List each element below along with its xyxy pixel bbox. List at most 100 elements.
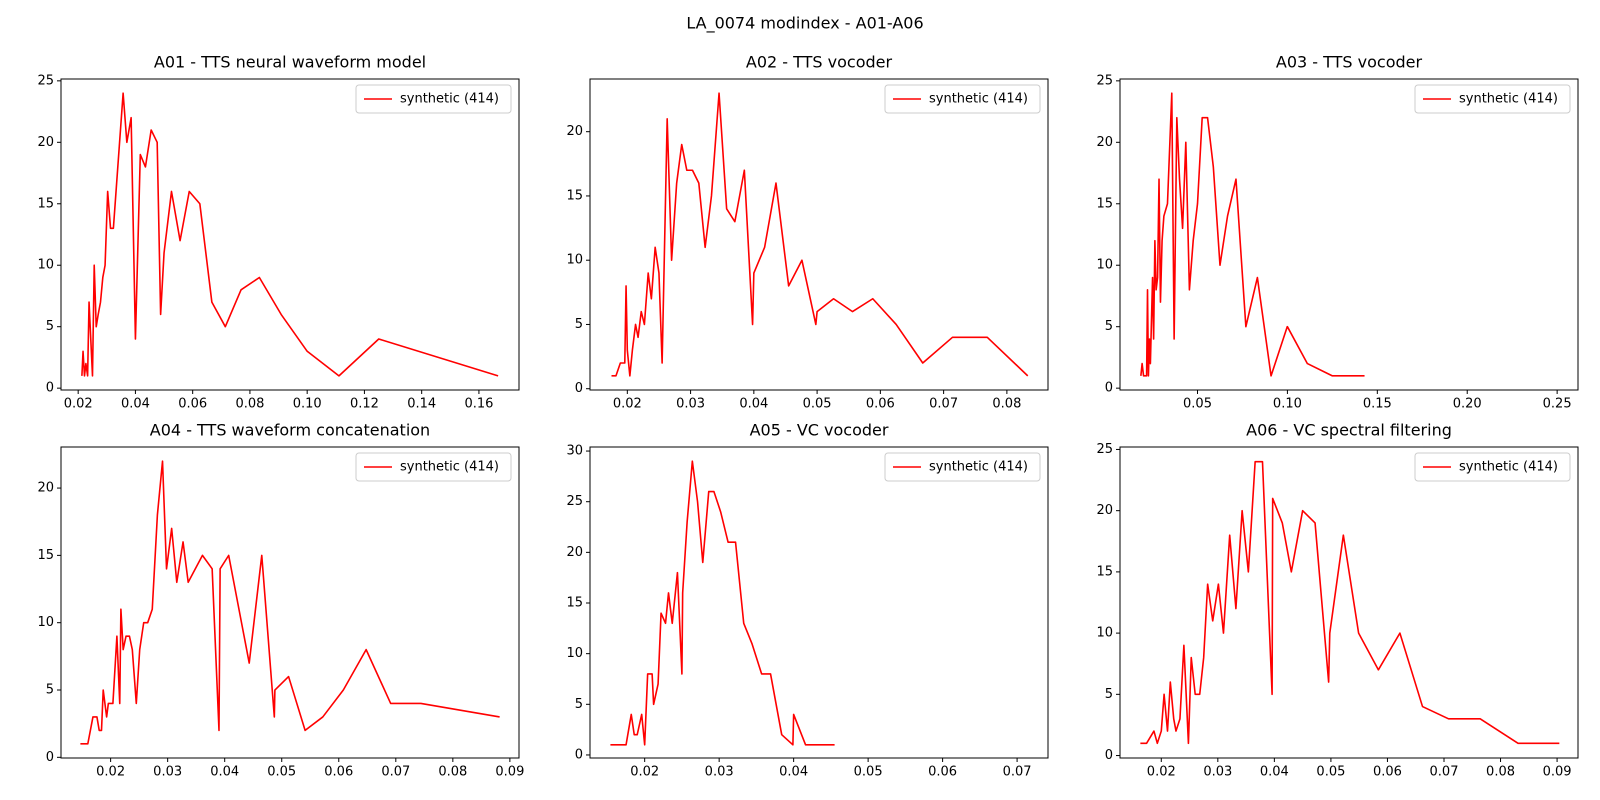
x-tick-label: 0.16 xyxy=(464,397,493,412)
subplot-title: A06 - VC spectral filtering xyxy=(1246,421,1452,440)
y-tick-label: 25 xyxy=(1096,442,1113,457)
x-tick-label: 0.25 xyxy=(1543,397,1572,412)
x-tick-label: 0.04 xyxy=(739,397,768,412)
legend-label: synthetic (414) xyxy=(929,92,1028,107)
data-line xyxy=(1140,460,1560,745)
x-tick-label: 0.05 xyxy=(803,397,832,412)
y-tick-label: 0 xyxy=(575,381,583,396)
legend-label: synthetic (414) xyxy=(929,460,1028,475)
legend-label: synthetic (414) xyxy=(400,460,499,475)
data-line xyxy=(1140,92,1365,377)
y-tick-label: 0 xyxy=(46,381,54,396)
y-tick-label: 10 xyxy=(566,646,583,661)
y-tick-label: 20 xyxy=(566,545,583,560)
legend-box xyxy=(355,452,512,482)
subplot: A04 - TTS waveform concatenation 0.02 0.03… xyxy=(37,421,524,780)
y-tick-label: 10 xyxy=(1096,258,1113,273)
x-tick-label: 0.03 xyxy=(1203,765,1232,780)
x-tick-label: 0.02 xyxy=(630,765,659,780)
legend: synthetic (414) xyxy=(884,84,1041,114)
x-tick-label: 0.20 xyxy=(1453,397,1482,412)
x-tick-label: 0.02 xyxy=(64,397,93,412)
x-tick-label: 0.04 xyxy=(121,397,150,412)
x-tick-label: 0.04 xyxy=(779,765,808,780)
x-tick-label: 0.06 xyxy=(928,765,957,780)
subplot: A05 - VC vocoder 0.02 0.03 0.04 0.05 0.06 0.07… xyxy=(566,421,1049,780)
y-tick-label: 15 xyxy=(1096,196,1113,211)
x-tick-label: 0.03 xyxy=(676,397,705,412)
subplot: A01 - TTS neural waveform model 0.02 0.04 0… xyxy=(37,53,520,412)
legend-box xyxy=(355,84,512,114)
legend-label: synthetic (414) xyxy=(1459,460,1558,475)
subplot-title: A03 - TTS vocoder xyxy=(1276,53,1423,72)
axes-frame xyxy=(60,78,520,391)
y-tick-label: 25 xyxy=(1096,73,1113,88)
x-tick-label: 0.15 xyxy=(1363,397,1392,412)
data-line xyxy=(81,92,499,377)
legend-box xyxy=(884,452,1041,482)
x-tick-label: 0.06 xyxy=(866,397,895,412)
subplot-title: A04 - TTS waveform concatenation xyxy=(150,421,430,440)
y-tick-label: 0 xyxy=(575,747,583,762)
subplot-title: A02 - TTS vocoder xyxy=(746,53,893,72)
y-tick-label: 10 xyxy=(37,615,54,630)
x-tick-label: 0.12 xyxy=(350,397,379,412)
x-tick-label: 0.03 xyxy=(153,765,182,780)
data-line xyxy=(610,460,835,746)
x-tick-label: 0.04 xyxy=(210,765,239,780)
figure-title: LA_0074 modindex - A01-A06 xyxy=(686,14,923,34)
x-tick-label: 0.08 xyxy=(438,765,467,780)
x-tick-label: 0.08 xyxy=(235,397,264,412)
y-tick-label: 10 xyxy=(37,258,54,273)
x-tick-label: 0.05 xyxy=(1316,765,1345,780)
y-tick-label: 15 xyxy=(566,188,583,203)
subplot-title: A01 - TTS neural waveform model xyxy=(154,53,426,72)
axes-frame xyxy=(589,446,1049,759)
y-tick-label: 0 xyxy=(46,750,54,765)
y-tick-label: 20 xyxy=(1096,135,1113,150)
y-tick-label: 20 xyxy=(1096,503,1113,518)
subplot-title: A05 - VC vocoder xyxy=(750,421,889,440)
y-tick-label: 5 xyxy=(1105,687,1113,702)
legend-box xyxy=(884,84,1041,114)
x-tick-label: 0.05 xyxy=(267,765,296,780)
x-tick-label: 0.08 xyxy=(1486,765,1515,780)
x-tick-label: 0.02 xyxy=(613,397,642,412)
y-tick-label: 5 xyxy=(575,697,583,712)
legend-label: synthetic (414) xyxy=(400,92,499,107)
y-tick-label: 5 xyxy=(46,683,54,698)
y-tick-label: 10 xyxy=(1096,626,1113,641)
y-tick-label: 5 xyxy=(46,319,54,334)
x-tick-label: 0.03 xyxy=(705,765,734,780)
x-tick-label: 0.07 xyxy=(929,397,958,412)
legend: synthetic (414) xyxy=(355,452,512,482)
legend: synthetic (414) xyxy=(884,452,1041,482)
axes-frame xyxy=(1119,78,1579,391)
x-tick-label: 0.05 xyxy=(854,765,883,780)
x-tick-label: 0.10 xyxy=(1273,397,1302,412)
x-tick-label: 0.06 xyxy=(324,765,353,780)
y-tick-label: 5 xyxy=(1105,319,1113,334)
axes-frame xyxy=(60,446,520,759)
legend-label: synthetic (414) xyxy=(1459,92,1558,107)
y-tick-label: 15 xyxy=(37,196,54,211)
legend-box xyxy=(1414,452,1571,482)
axes-frame xyxy=(589,78,1049,391)
subplot: A02 - TTS vocoder 0.02 0.03 0.04 0.05 0.06 0.0… xyxy=(566,53,1049,412)
x-tick-label: 0.14 xyxy=(407,397,436,412)
subplot: A06 - VC spectral filtering 0.02 0.03 0.04 0… xyxy=(1096,421,1579,780)
legend: synthetic (414) xyxy=(355,84,512,114)
x-tick-label: 0.10 xyxy=(293,397,322,412)
x-tick-label: 0.06 xyxy=(178,397,207,412)
y-tick-label: 25 xyxy=(566,494,583,509)
y-tick-label: 5 xyxy=(575,317,583,332)
x-tick-label: 0.05 xyxy=(1183,397,1212,412)
x-tick-label: 0.07 xyxy=(1430,765,1459,780)
y-tick-label: 0 xyxy=(1105,381,1113,396)
y-tick-label: 15 xyxy=(1096,564,1113,579)
y-tick-label: 25 xyxy=(37,73,54,88)
x-tick-label: 0.08 xyxy=(992,397,1021,412)
